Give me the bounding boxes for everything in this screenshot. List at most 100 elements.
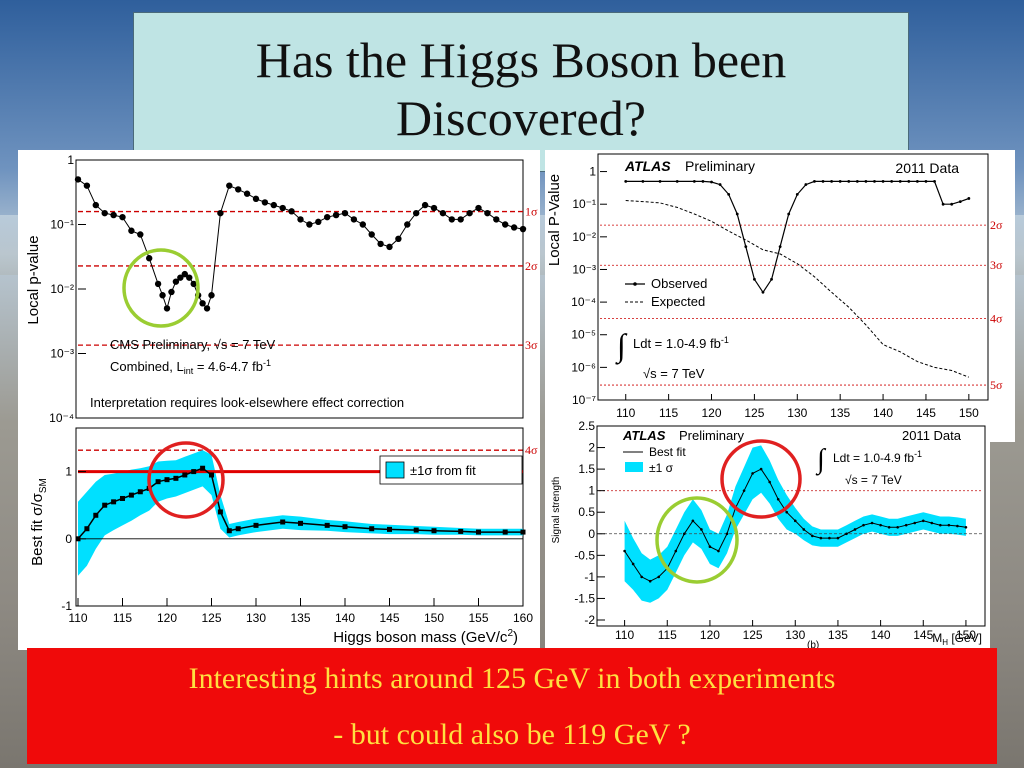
atlas-signal-point (717, 549, 720, 553)
cms-pvalue-point (177, 274, 184, 281)
cms-pvalue-point (466, 209, 473, 217)
atlas-signal-point (956, 524, 959, 528)
atlas-observed-point (933, 179, 936, 183)
cms-pvalue-point (154, 280, 162, 288)
atlas-signal-point (921, 519, 925, 523)
cms-sigma-label: 4σ (525, 443, 538, 457)
cms-bestfit-point (458, 528, 464, 534)
cms-pvalue-ytick-label: 1 (67, 153, 74, 167)
atlas-signal-xtick-label: 145 (913, 628, 933, 642)
footer-line-2: - but could also be 119 GeV ? (333, 718, 691, 751)
atlas-signal-ytick-label: -1 (584, 570, 595, 584)
atlas-pvalue-xtick-label: 110 (616, 406, 635, 420)
cms-bestfit-point (502, 529, 508, 535)
atlas-pvalue-ytick-label: 10⁻² (572, 230, 596, 244)
atlas-signal-point (947, 523, 951, 527)
cms-pvalue-point (217, 209, 224, 217)
cms-bestfit-point (226, 528, 232, 534)
atlas-pvalue-frame (597, 153, 989, 401)
atlas-observed-point (924, 179, 928, 183)
cms-bestfit-point (93, 512, 99, 518)
atlas-signal-integral-sign: ∫ (815, 444, 827, 476)
cms-pvalue-point (261, 199, 269, 206)
cms-pvalue-point (421, 201, 429, 209)
cms-bestfit-xtick-label: 155 (468, 611, 488, 625)
cms-pvalue-point (413, 209, 420, 217)
cms-pvalue-point (119, 213, 126, 221)
atlas-observed-point (915, 179, 919, 183)
atlas-observed-point (898, 179, 902, 183)
atlas-pvalue-xtick-label: 150 (959, 406, 979, 420)
cms-pvalue-sigma-lines: 1σ 2σ 3σ 4σ (78, 205, 538, 457)
atlas-pvalue-ylabel: Local P-Value (546, 174, 563, 266)
atlas-signal-ytick-label: -0.5 (574, 548, 595, 562)
atlas-signal-point (674, 549, 678, 553)
cms-pvalue-point (519, 225, 527, 233)
cms-pvalue-point (288, 208, 295, 215)
atlas-pvalue-xtick-label: 125 (744, 406, 764, 420)
atlas-signal-point (648, 579, 652, 583)
atlas-signal-point (819, 536, 823, 540)
atlas-pvalue-xtick-label: 135 (830, 406, 850, 420)
cms-pvalue-point (83, 182, 91, 189)
atlas-observed-point (770, 277, 773, 281)
atlas-signal-band (624, 445, 966, 603)
atlas-brand: ATLAS (624, 158, 671, 174)
atlas-observed-point (778, 245, 782, 249)
atlas-signal-point (913, 521, 917, 525)
atlas-observed-point (821, 179, 825, 183)
cms-pvalue-point (359, 221, 366, 228)
atlas-signal-ylabel: Signal strength (551, 477, 562, 544)
atlas-signal-point (768, 480, 771, 484)
atlas-signal-ytick-label: 2.5 (578, 420, 595, 433)
cms-bestfit-point (431, 528, 437, 534)
cms-bestfit-point (209, 472, 214, 478)
atlas-observed-point (761, 290, 765, 294)
atlas-pvalue-figure: 2σ 3σ 4σ 5σ 1 10⁻¹ 10⁻² 10⁻³ 10⁻⁴ 10⁻⁵ 10⁻⁶ 10⁻⁷ 11… (545, 150, 1015, 442)
atlas-integral-sign: ∫ (615, 327, 628, 365)
atlas-signal-ytick-label: 1 (588, 484, 595, 498)
atlas-observed-point (838, 179, 842, 183)
cms-pvalue-ytick-label: 10⁻⁴ (49, 411, 74, 425)
cms-bestfit-ytick-label: -1 (61, 599, 72, 613)
cms-bestfit-point (387, 526, 392, 532)
atlas-observed-point (958, 200, 962, 204)
cms-pvalue-point (270, 201, 277, 209)
atlas-signal-ytick-label: 1.5 (578, 462, 595, 476)
atlas-signal-point (904, 523, 908, 527)
cms-bestfit-xtick-label: 110 (68, 611, 87, 625)
cms-bestfit-point (137, 489, 143, 495)
atlas-signal-ytick-label: 2 (588, 441, 595, 455)
cms-bestfit-point (84, 526, 90, 532)
cms-pvalue-ytick-label: 10⁻² (50, 282, 74, 296)
atlas-signal-point (742, 489, 746, 492)
cms-bestfit-xtick-label: 115 (113, 611, 132, 625)
cms-pvalue-point (332, 211, 340, 219)
cms-pvalue-point (203, 305, 211, 312)
cms-bestfit-xtick-label: 125 (201, 611, 221, 625)
atlas-signal-point (939, 523, 942, 527)
atlas-signal-brand: ATLAS (622, 428, 666, 443)
atlas-signal-point (700, 528, 703, 531)
cms-pvalue-point (252, 195, 260, 203)
cms-pvalue-point (448, 216, 455, 223)
atlas-signal-lumi: Ldt = 1.0-4.9 fb-1 (833, 449, 922, 465)
atlas-signal-plot: 2.5 2 1.5 1 0.5 0 -0.5 -1 -1.5 -2 110 115 120 125 130 1… (551, 420, 986, 648)
atlas-observed-point (795, 192, 799, 196)
atlas-observed-point (873, 179, 876, 183)
cms-pvalue-point (137, 231, 144, 238)
atlas-sigma-label: 5σ (990, 378, 1003, 392)
cms-pvalue-point (92, 201, 100, 209)
atlas-observed-point (787, 212, 791, 216)
cms-pvalue-point (146, 255, 153, 262)
atlas-observed-point (890, 179, 894, 183)
atlas-signal-point (964, 526, 968, 529)
atlas-signal-point (725, 532, 729, 536)
cms-pvalue-point (226, 182, 233, 189)
cms-bestfit-point (520, 529, 526, 535)
atlas-signal-point (930, 521, 934, 525)
atlas-signal-legend-band: ±1 σ (649, 461, 674, 475)
cms-pvalue-point (297, 216, 304, 223)
atlas-observed-point (753, 277, 756, 281)
atlas-pvalue-xtick-label: 145 (916, 406, 936, 420)
